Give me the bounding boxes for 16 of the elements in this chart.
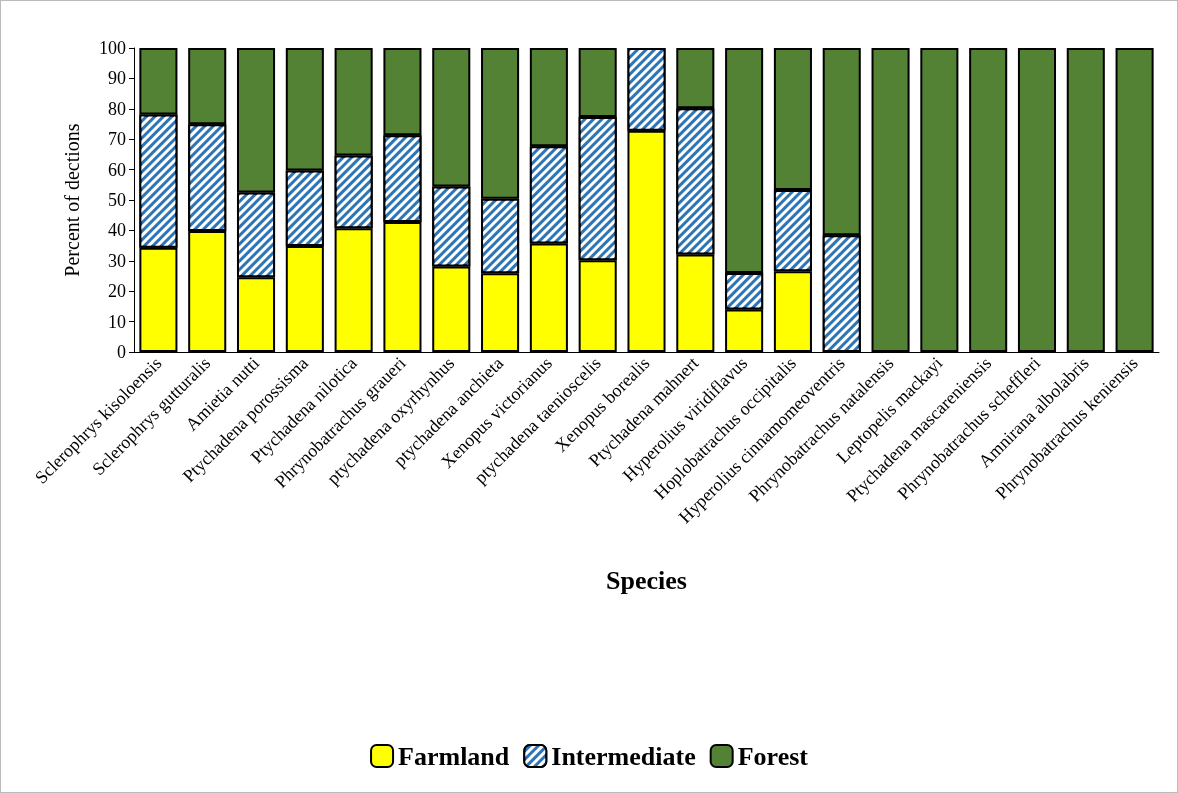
y-tick-label: 100: [99, 38, 126, 58]
y-tick-label: 40: [108, 220, 126, 241]
y-axis-title: Percent of dections: [61, 123, 83, 277]
x-axis-title: Species: [606, 565, 687, 595]
y-tick-label: 10: [108, 311, 126, 332]
y-tick-label: 60: [108, 159, 126, 180]
legend-label: Forest: [737, 741, 809, 771]
y-tick-label: 30: [108, 250, 126, 271]
y-tick-label: 90: [108, 68, 126, 89]
legend-label: Farmland: [398, 741, 510, 771]
y-tick-label: 20: [108, 281, 126, 302]
y-tick-label: 0: [117, 342, 126, 362]
y-tick-label: 80: [108, 98, 126, 119]
y-tick-label: 50: [108, 190, 126, 210]
y-tick-label: 70: [108, 129, 126, 150]
legend-label: Intermediate: [551, 741, 696, 771]
